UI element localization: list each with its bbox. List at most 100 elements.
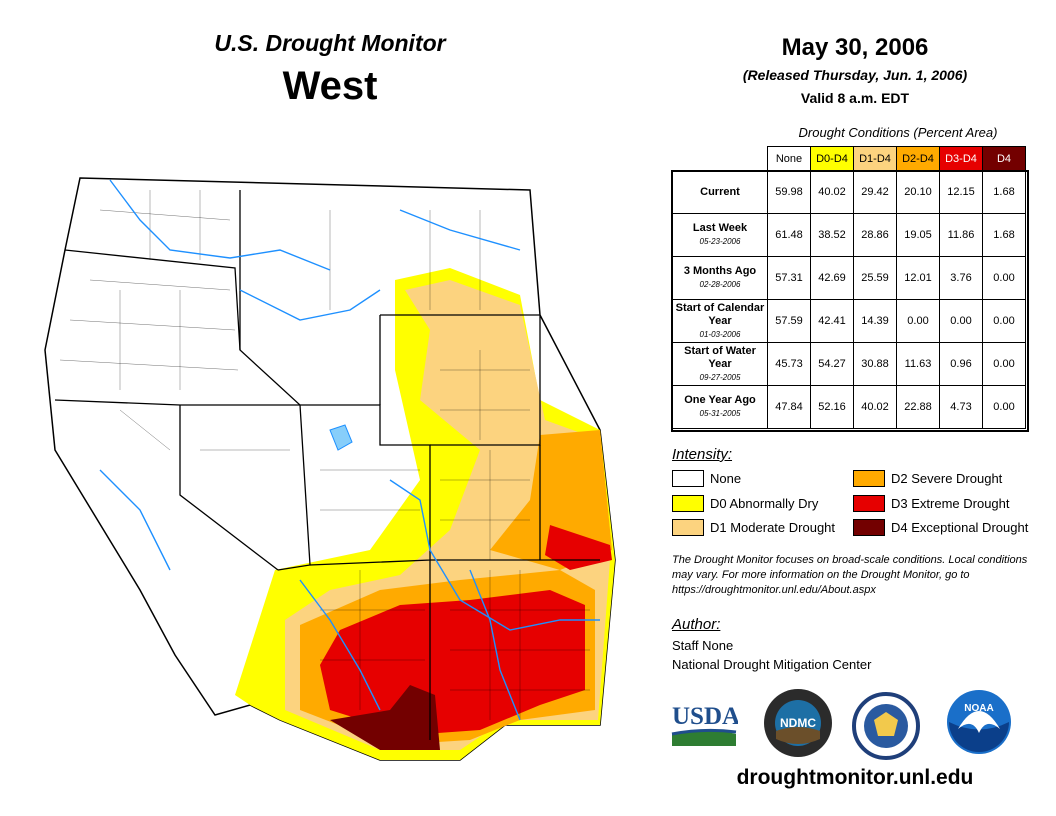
state-boundaries — [54, 190, 600, 740]
table-cell: 59.98 — [767, 170, 811, 214]
row-label-text: 3 Months Ago — [683, 265, 757, 277]
table-cell: 0.00 — [939, 299, 983, 343]
table-row: Start of Calendar Year 01-03-2006 57.59 42.… — [672, 299, 1026, 343]
drought-d3-area — [320, 525, 612, 735]
ut-border — [300, 404, 431, 566]
table-cell: 19.05 — [896, 213, 940, 257]
noaa-bird-icon — [958, 711, 1000, 733]
table-row: Start of Water Year 09-27-2005 45.73 54.27 3… — [672, 342, 1026, 386]
table-caption: Drought Conditions (Percent Area) — [798, 125, 998, 140]
seal-eagle-icon — [874, 712, 898, 736]
usda-logo: USDA — [671, 703, 738, 746]
commerce-seal-logo — [852, 692, 920, 760]
valid-time: Valid 8 a.m. EDT — [800, 90, 910, 106]
table-cell: 54.27 — [810, 342, 854, 386]
col-header-d1-d4: D1-D4 — [853, 146, 897, 171]
row-label-text: Last Week — [692, 222, 748, 234]
table-cell: 38.52 — [810, 213, 854, 257]
legend-label-d3: D3 Extreme Drought — [891, 496, 1010, 511]
drought-d4-area — [330, 685, 440, 750]
table-cell: 57.31 — [767, 256, 811, 300]
legend-label-d0: D0 Abnormally Dry — [710, 496, 819, 511]
row-label-text: Current — [700, 185, 740, 198]
table-header-row: None D0-D4 D1-D4 D2-D4 D3-D4 D4 — [673, 146, 1026, 171]
ndmc-logo-text: NDMC — [780, 716, 816, 730]
table-cell: 1.68 — [982, 170, 1026, 214]
col-header-d0-d4: D0-D4 — [810, 146, 854, 171]
great-salt-lake-icon — [329, 424, 353, 451]
row-label: Start of Water Year 09-27-2005 — [672, 342, 768, 386]
or-wa-border — [64, 249, 241, 351]
noaa-logo: NOAA — [947, 690, 1011, 754]
row-label: One Year Ago 05-31-2005 — [672, 385, 768, 429]
legend-d3: D3 Extreme Drought — [853, 495, 1010, 512]
table-cell: 1.68 — [982, 213, 1026, 257]
author-name: Staff None — [672, 638, 734, 653]
rio-grande-river — [469, 569, 521, 721]
col-header-none: None — [767, 146, 811, 171]
legend-swatch-d4 — [853, 519, 885, 536]
table-cell: 45.73 — [767, 342, 811, 386]
table-cell: 22.88 — [896, 385, 940, 429]
county-lines — [59, 190, 590, 720]
row-label-text: Start of Water Year — [684, 344, 756, 370]
legend-swatch-none — [672, 470, 704, 487]
row-date: 05-23-2006 — [699, 237, 741, 246]
ca-nv-border — [179, 405, 279, 571]
colorado-river — [299, 579, 381, 711]
table-cell: 12.15 — [939, 170, 983, 214]
release-date: (Released Thursday, Jun. 1, 2006) — [742, 67, 968, 83]
table-cell: 0.00 — [982, 342, 1026, 386]
table-row: 3 Months Ago 02-28-2006 57.31 42.69 25.59 12.… — [672, 256, 1026, 300]
table-cell: 57.59 — [767, 299, 811, 343]
row-date: 09-27-2005 — [699, 372, 741, 382]
table-row: One Year Ago 05-31-2005 47.84 52.16 40.02 22.… — [672, 385, 1026, 429]
table-cell: 61.48 — [767, 213, 811, 257]
table-cell: 47.84 — [767, 385, 811, 429]
author-title: Author: — [672, 616, 721, 633]
map-date: May 30, 2006 — [781, 34, 929, 61]
row-date: 02-28-2006 — [699, 280, 741, 289]
row-label: Last Week 05-23-2006 — [672, 213, 768, 257]
table-cell: 0.00 — [982, 256, 1026, 300]
legend-d2: D2 Severe Drought — [853, 470, 1002, 487]
ndmc-land-icon — [776, 727, 820, 744]
table-cell: 42.41 — [810, 299, 854, 343]
website-url: droughtmonitor.unl.edu — [736, 766, 974, 789]
col-header-d4: D4 — [982, 146, 1026, 171]
row-label: Start of Calendar Year 01-03-2006 — [672, 299, 768, 343]
intensity-title: Intensity: — [672, 446, 733, 463]
columbia-river — [109, 179, 331, 271]
table-cell: 40.02 — [810, 170, 854, 214]
legend-swatch-d1 — [672, 519, 704, 536]
sacramento-river — [99, 469, 171, 571]
ndmc-logo: NDMC — [764, 689, 832, 757]
table-cell: 29.42 — [853, 170, 897, 214]
table-cell: 20.10 — [896, 170, 940, 214]
col-header-d3-d4: D3-D4 — [939, 146, 983, 171]
missouri-river — [399, 209, 521, 251]
table-cell: 30.88 — [853, 342, 897, 386]
noaa-lower-icon — [949, 722, 1009, 752]
table-cell: 52.16 — [810, 385, 854, 429]
legend-swatch-d3 — [853, 495, 885, 512]
legend-none: None — [672, 470, 741, 487]
row-label-text: Start of Calendar Year — [675, 301, 765, 327]
rivers — [99, 179, 600, 721]
row-label: Current — [672, 170, 768, 214]
legend-label-d4: D4 Exceptional Drought — [891, 520, 1029, 535]
map-subtitle: U.S. Drought Monitor — [214, 30, 446, 56]
snake-river — [239, 289, 381, 321]
table-cell: 11.63 — [896, 342, 940, 386]
usda-logo-text: USDA — [672, 703, 738, 730]
legend-label-none: None — [710, 471, 742, 486]
drought-conditions-table: None D0-D4 D1-D4 D2-D4 D3-D4 D4 Current 5… — [672, 146, 1026, 429]
table-corner — [673, 147, 768, 171]
table-cell: 0.00 — [982, 299, 1026, 343]
legend-swatch-d0 — [672, 495, 704, 512]
legend-label-d1: D1 Moderate Drought — [710, 520, 836, 535]
legend-d4: D4 Exceptional Drought — [853, 519, 1028, 536]
legend-d1: D1 Moderate Drought — [672, 519, 835, 536]
drought-map — [44, 177, 616, 761]
table-cell: 0.00 — [896, 299, 940, 343]
